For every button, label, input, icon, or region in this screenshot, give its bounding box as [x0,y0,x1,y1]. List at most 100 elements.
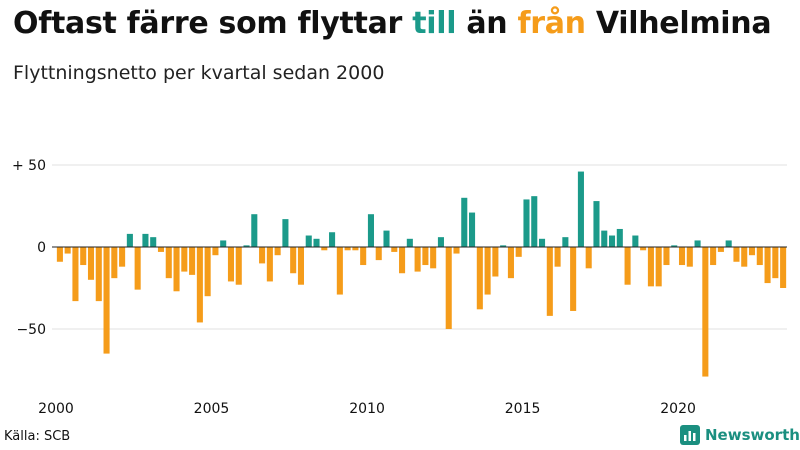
title-part-3: Vilhelmina [585,6,772,41]
bar-q28 [266,247,273,282]
bar-q66 [562,237,569,247]
bar-q41 [367,214,374,247]
title-part-2: än [456,6,518,41]
bar-q24 [235,247,242,285]
bar-q20 [204,247,211,297]
bar-q4 [80,247,87,266]
bar-q29 [274,247,281,256]
bar-q37 [336,247,343,295]
bar-q36 [329,232,336,247]
bar-q88 [733,247,740,262]
bar-q76 [640,247,647,251]
bar-q91 [756,247,763,266]
bar-q16 [173,247,180,292]
bar-q68 [577,171,584,247]
bar-q82 [686,247,693,267]
bar-q5 [87,247,95,280]
bar-q12 [142,233,149,247]
bar-q11 [134,247,141,290]
bar-q77 [647,247,654,287]
x-tick-label: 2015 [505,401,541,417]
bar-q23 [227,247,235,282]
bar-q79 [663,247,670,266]
bar-q90 [748,247,756,256]
bar-q7 [103,247,110,354]
bar-q39 [352,247,359,251]
bar-q42 [375,247,382,261]
x-tick-label: 2005 [194,401,230,417]
bar-q71 [601,230,608,247]
bar-q6 [95,247,102,302]
bar-q55 [476,247,483,310]
source-note: Källa: SCB [4,429,71,444]
bar-q51 [445,247,452,329]
bar-q45 [399,247,406,274]
bar-q61 [523,199,530,247]
bar-q19 [196,247,203,323]
bar-q33 [305,235,312,247]
bar-q74 [624,247,631,285]
bar-q85 [710,247,717,266]
tick-labels: + 50 0 −50 2000 2005 2010 2015 2020 [12,158,696,417]
x-tick-label: 2010 [349,401,385,417]
bar-q65 [554,247,561,267]
bar-q57 [492,247,499,277]
bar-q15 [165,247,172,279]
bar-q50 [437,237,444,247]
bar-q94 [780,247,787,288]
bar-q22 [220,240,227,247]
title-part-1: Oftast färre som flyttar [13,6,413,41]
grid-lines [52,164,787,330]
bar-q53 [461,197,468,247]
bar-q18 [189,247,196,275]
chart-title: Oftast färre som flyttar till än från Vi… [13,6,772,41]
bar-q44 [391,247,398,252]
bar-q38 [344,247,351,251]
bar-q35 [321,247,328,251]
bar-q70 [593,201,600,247]
bar-q72 [608,235,616,247]
bar-q48 [422,247,429,266]
bar-q67 [570,247,577,311]
bar-q63 [539,238,546,247]
brand-logo: Newsworthy [680,425,800,445]
bar-q73 [616,228,623,247]
bar-q84 [702,247,709,377]
bar-q34 [313,238,320,247]
bar-q47 [414,247,421,272]
bar-q2 [64,247,71,254]
title-positive-word: till [412,6,457,41]
bar-q17 [181,247,188,272]
bar-q59 [507,247,514,279]
bar-q86 [717,247,724,252]
bar-q25 [243,245,250,247]
bar-q69 [585,247,592,269]
bar-q32 [297,247,304,285]
bar-q14 [157,247,165,252]
bar-q80 [671,245,678,247]
bar-q89 [741,247,748,267]
brand-name: Newsworthy [705,426,800,444]
bar-q75 [632,235,639,247]
bar-q3 [72,247,79,302]
bar-q27 [259,247,266,264]
bar-q40 [360,247,367,266]
title-negative-word: från [517,6,586,41]
bar-q30 [282,219,289,247]
bar-q54 [469,212,476,247]
bar-q21 [212,247,219,256]
bar-q62 [531,196,538,247]
y-tick-label: 0 [37,240,46,256]
x-tick-label: 2000 [38,401,74,417]
bar-q26 [251,214,258,247]
bar-q9 [119,247,126,267]
bar-q64 [546,247,553,316]
bar-q31 [290,247,297,274]
newsworthy-icon [680,425,700,445]
bar-q52 [453,247,460,254]
bar-q13 [150,237,157,247]
bar-q93 [772,247,779,279]
bar-q1 [56,247,63,262]
bar-q46 [406,238,413,247]
